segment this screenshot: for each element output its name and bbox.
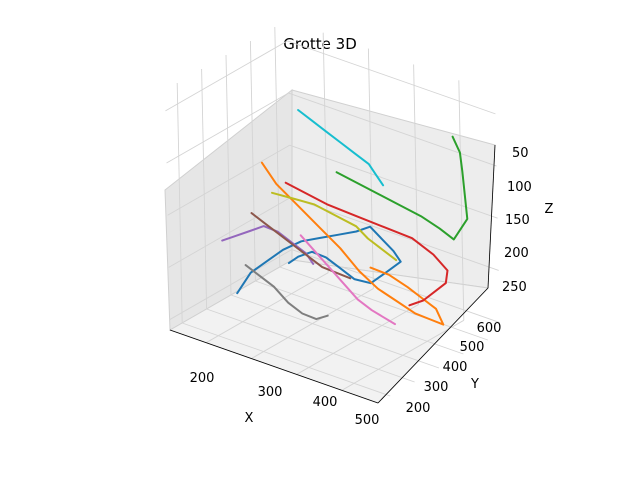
y-gridline: [279, 266, 488, 341]
y-gridline: [201, 68, 208, 310]
series-line: [244, 264, 329, 321]
z-axis-label: Z: [545, 202, 554, 217]
y-gridline: [249, 40, 256, 282]
series-line: [299, 234, 396, 326]
z-tick-label: 100: [507, 180, 532, 195]
x-gridline: [413, 64, 420, 305]
z-tick-label: 250: [502, 280, 527, 295]
x-axis-label: X: [245, 411, 254, 426]
y-tick-label: 600: [477, 321, 502, 336]
y-tick-label: 400: [443, 360, 468, 375]
y-gridline: [225, 54, 232, 296]
z-gridline: [167, 144, 290, 216]
series-line: [236, 225, 402, 295]
x-gridline: [458, 80, 465, 321]
z-gridline: [287, 40, 496, 115]
z-gridline: [165, 40, 288, 112]
series-line: [260, 161, 445, 326]
y-gridline: [176, 82, 183, 324]
z-gridline: [291, 249, 500, 323]
z-axis-line: [487, 144, 496, 289]
y-tick-label: 500: [460, 340, 485, 355]
y-axis-label: Y: [470, 377, 479, 392]
chart-title: Grotte 3D: [283, 35, 357, 53]
x-gridline: [322, 32, 329, 273]
y-gridline: [230, 294, 440, 369]
z-gridline: [288, 92, 497, 167]
x-tick-label: 300: [258, 385, 283, 400]
x-axis-line: [169, 329, 379, 404]
y-gridline: [182, 322, 391, 397]
series-layer: [221, 109, 469, 326]
axes: [169, 144, 496, 404]
z-gridline: [289, 144, 498, 219]
z-gridline: [168, 197, 291, 268]
x-tick-label: 400: [313, 395, 338, 410]
z-gridline: [169, 249, 293, 320]
y-gridline: [255, 280, 464, 355]
y-tick-label: 200: [406, 401, 431, 416]
y-gridline: [206, 308, 415, 383]
z-gridline: [166, 92, 289, 164]
series-line: [284, 181, 449, 307]
z-tick-label: 50: [512, 146, 529, 161]
series-line: [297, 109, 385, 187]
y-tick-group: 200 300 400 500 600: [406, 321, 502, 416]
series-line: [271, 191, 398, 262]
x-tick-label: 500: [355, 413, 380, 428]
z-tick-label: 150: [505, 213, 530, 228]
x-tick-group: 200 300 400 500: [190, 371, 380, 428]
y-tick-label: 300: [424, 380, 449, 395]
x-tick-label: 200: [190, 371, 215, 386]
series-line: [335, 135, 469, 241]
axis-panes: [164, 88, 496, 404]
y-axis-line: [377, 287, 489, 404]
z-tick-label: 200: [504, 246, 529, 261]
z-tick-group: 50 100 150 200 250: [502, 146, 532, 295]
y-gridline: [274, 26, 281, 268]
